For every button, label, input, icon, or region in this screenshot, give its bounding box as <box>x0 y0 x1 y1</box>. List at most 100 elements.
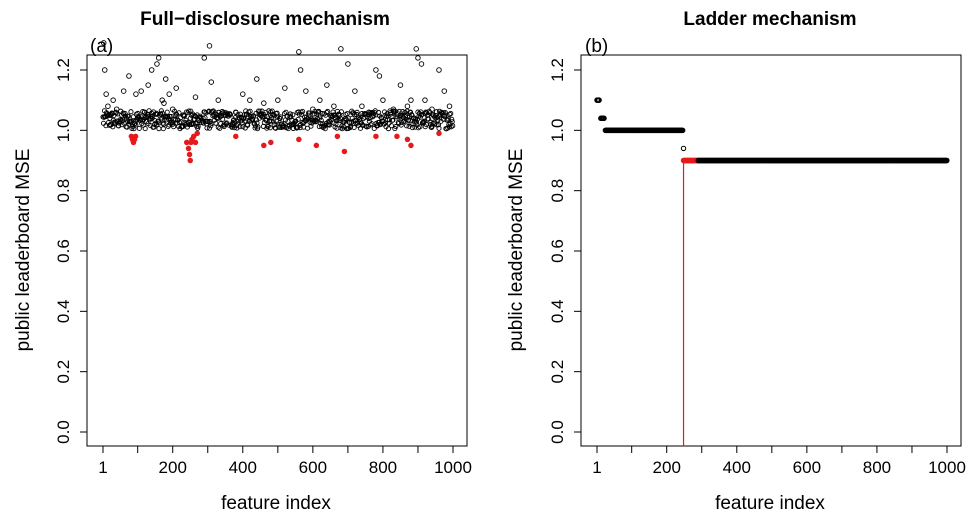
x-axis-label: feature index <box>221 493 331 514</box>
data-point <box>240 91 246 97</box>
data-point <box>152 111 159 117</box>
data-point <box>189 121 195 128</box>
data-point <box>418 61 425 67</box>
data-point <box>148 67 155 73</box>
highlight-point <box>233 133 239 140</box>
data-point <box>404 103 411 109</box>
data-point <box>446 124 452 130</box>
y-tick-label: 0.4 <box>54 300 73 324</box>
data-point <box>303 88 309 94</box>
data-point <box>371 112 377 118</box>
data-point <box>201 55 208 61</box>
data-point <box>327 122 333 128</box>
x-tick-label: 600 <box>793 458 821 477</box>
data-point <box>287 111 293 117</box>
data-point <box>268 112 274 118</box>
data-point <box>200 115 206 121</box>
y-tick-label: 0.6 <box>54 239 73 263</box>
data-point <box>322 126 328 132</box>
data-point <box>368 122 374 128</box>
highlight-point <box>261 142 267 149</box>
highlight-point <box>373 133 379 140</box>
data-point <box>252 125 258 131</box>
data-point <box>308 123 314 129</box>
data-point <box>441 88 447 94</box>
x-tick-label: 1 <box>98 458 107 477</box>
data-point <box>142 126 148 132</box>
data-point <box>107 112 114 118</box>
data-point <box>171 124 177 130</box>
data-point <box>213 120 219 126</box>
data-point <box>103 91 109 97</box>
data-point <box>422 97 428 103</box>
data-point <box>176 110 182 116</box>
data-point <box>313 118 319 124</box>
highlight-point <box>313 142 320 149</box>
x-axis-label: feature index <box>715 493 825 514</box>
data-point <box>295 116 301 122</box>
data-point <box>390 117 396 123</box>
y-tick-label: 0.8 <box>54 179 73 203</box>
highlight-point <box>190 133 197 140</box>
data-point <box>366 109 372 115</box>
x-tick-label: 200 <box>653 458 681 477</box>
data-point <box>131 126 137 132</box>
chart-title: Full−disclosure mechanism <box>140 9 390 30</box>
data-point <box>367 115 373 121</box>
highlight-point <box>132 133 139 140</box>
data-point <box>219 109 225 115</box>
data-point <box>195 123 201 130</box>
data-point <box>133 91 139 97</box>
data-point <box>152 118 158 124</box>
data-point <box>390 106 397 112</box>
data-point <box>166 91 172 97</box>
y-tick-label: 1.2 <box>54 58 73 82</box>
data-point <box>442 110 448 116</box>
data-point <box>596 97 602 103</box>
data-point <box>136 125 142 131</box>
panel-ladder: Ladder mechanism (b) 0.0 0.2 0.4 0.6 0.8 1.0 1… <box>506 9 966 514</box>
data-point <box>155 55 162 61</box>
y-tick-label: 0.8 <box>548 179 567 203</box>
data-point <box>680 145 687 152</box>
data-point <box>345 61 351 67</box>
x-tick-label: 1 <box>592 458 601 477</box>
y-tick-label: 0.4 <box>548 300 567 324</box>
highlight-point <box>436 130 442 137</box>
data-point <box>159 110 165 116</box>
highlight-point <box>334 133 341 140</box>
y-axis: 0.0 0.2 0.4 0.6 0.8 1.0 1.2 <box>548 58 581 444</box>
data-point <box>321 111 327 117</box>
data-point <box>164 109 170 115</box>
data-point <box>413 119 419 125</box>
data-point <box>206 125 212 131</box>
highlight-point <box>192 139 199 146</box>
highlight-point <box>194 130 200 137</box>
data-point <box>363 123 369 129</box>
data-point <box>413 46 419 52</box>
x-axis: 1 200 400 600 800 1000 <box>98 446 472 477</box>
data-point <box>284 113 290 120</box>
data-point <box>323 112 329 118</box>
data-point <box>126 73 132 79</box>
data-point <box>445 116 451 122</box>
data-point <box>232 120 238 126</box>
panel-tag: (b) <box>585 36 608 57</box>
x-tick-label: 400 <box>723 458 751 477</box>
data-point <box>215 97 222 103</box>
data-point <box>415 55 421 61</box>
panel-full-disclosure: Full−disclosure mechanism (a) 0.00.20.40… <box>13 9 472 514</box>
data-point <box>103 123 109 129</box>
highlight-point <box>394 133 400 140</box>
data-point <box>369 121 375 127</box>
data-point <box>240 124 246 130</box>
data-point <box>206 43 213 49</box>
data-point <box>154 61 160 67</box>
data-point <box>436 125 442 131</box>
data-point <box>220 116 226 122</box>
data-point <box>160 126 166 132</box>
data-point <box>222 112 229 118</box>
data-point <box>944 157 950 164</box>
data-point <box>376 110 382 116</box>
data-point <box>408 97 414 103</box>
